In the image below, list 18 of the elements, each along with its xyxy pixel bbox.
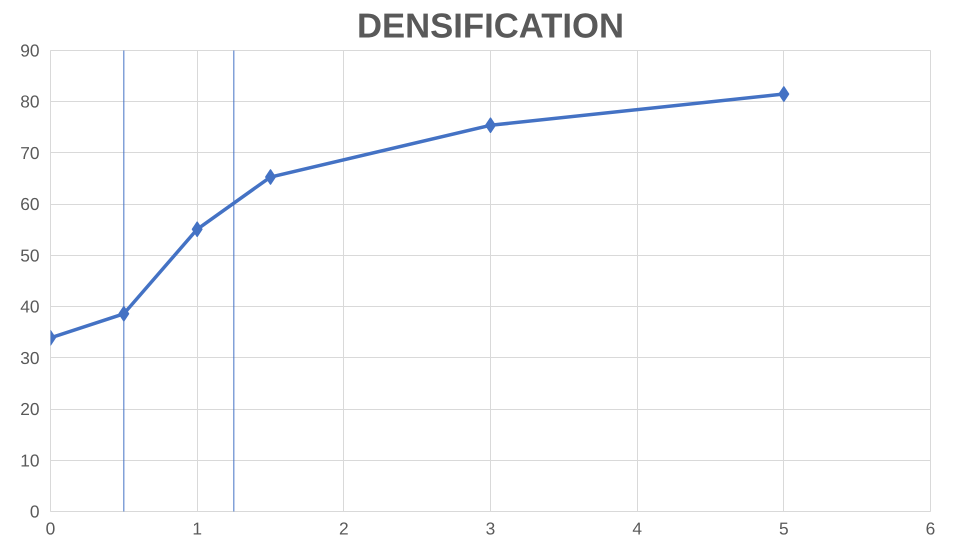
y-tick-label: 50 — [20, 245, 40, 266]
y-tick-label: 10 — [20, 450, 40, 470]
x-tick-label: 1 — [192, 518, 202, 538]
x-tick-label: 6 — [926, 518, 936, 538]
y-tick-label: 0 — [30, 502, 40, 522]
y-tick-label: 70 — [20, 142, 40, 163]
chart-title: DENSIFICATION — [357, 8, 624, 46]
y-tick-label: 80 — [20, 92, 40, 112]
y-tick-label: 60 — [20, 194, 40, 214]
x-tick-label: 0 — [46, 518, 56, 538]
y-tick-label: 40 — [20, 296, 40, 317]
y-tick-label: 20 — [20, 399, 40, 420]
x-tick-label: 4 — [632, 518, 642, 538]
x-tick-label: 2 — [339, 518, 349, 538]
x-tick-label: 3 — [486, 518, 496, 538]
y-tick-label: 30 — [20, 348, 40, 368]
y-tick-label: 90 — [20, 40, 40, 60]
x-tick-label: 5 — [779, 518, 789, 538]
